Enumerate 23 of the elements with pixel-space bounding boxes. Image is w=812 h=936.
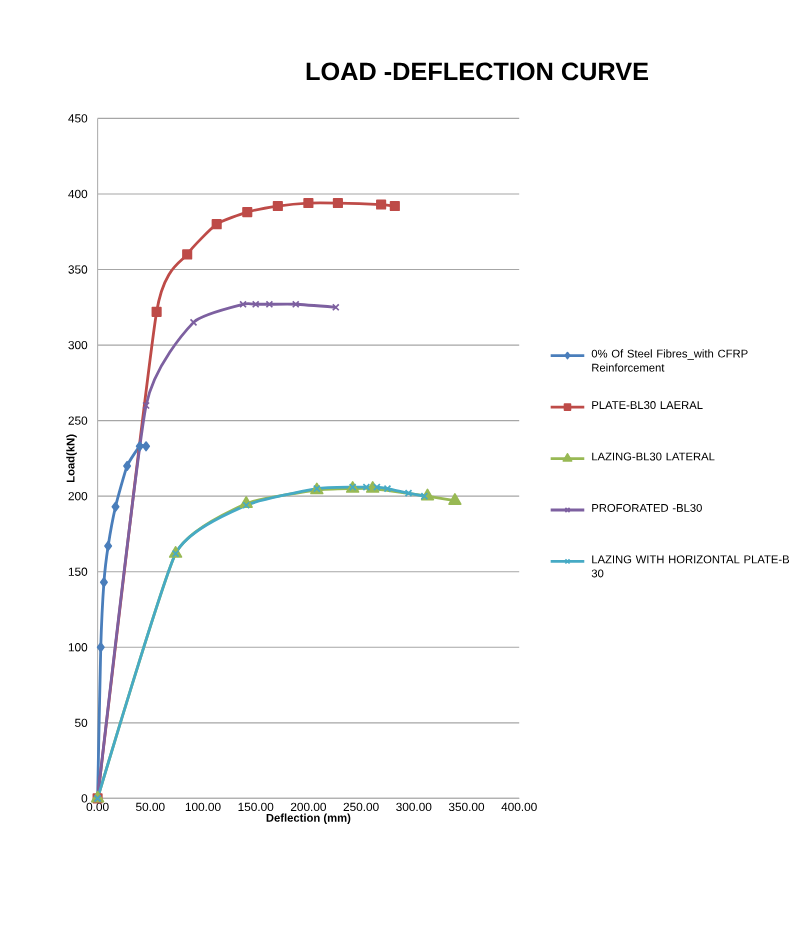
point	[389, 200, 400, 212]
point	[448, 493, 462, 505]
point	[242, 501, 251, 510]
point	[111, 501, 120, 512]
point	[182, 249, 193, 260]
point	[332, 197, 343, 209]
point	[189, 318, 198, 327]
point	[303, 197, 314, 209]
point	[151, 306, 162, 317]
point	[376, 199, 387, 210]
point	[123, 460, 132, 472]
point	[135, 441, 144, 452]
point	[251, 300, 260, 309]
point	[104, 540, 113, 552]
point	[265, 300, 274, 309]
chart-title: LOAD -DEFLECTION CURVE	[306, 62, 649, 81]
point	[291, 300, 300, 309]
point	[96, 642, 105, 653]
point	[211, 219, 222, 230]
point	[272, 200, 283, 212]
point	[242, 207, 253, 218]
point	[99, 577, 108, 588]
point	[142, 441, 151, 452]
